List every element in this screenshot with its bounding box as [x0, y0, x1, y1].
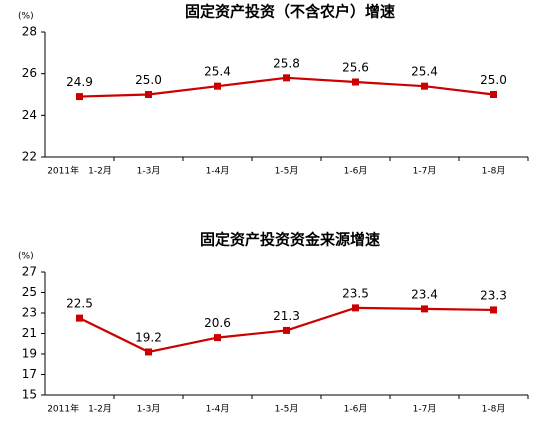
- y-tick-label: 28: [22, 25, 37, 39]
- x-tick-label: 1-4月: [206, 404, 230, 415]
- x-tick-label: 2011年 1-2月: [47, 165, 112, 177]
- data-label: 25.6: [342, 61, 369, 75]
- y-tick-label: 19: [22, 347, 37, 361]
- y-tick-label: 15: [22, 388, 37, 402]
- point-marker: [352, 78, 359, 86]
- point-marker: [490, 306, 497, 314]
- data-label: 25.0: [480, 73, 507, 87]
- x-tick-label: 1-8月: [482, 404, 506, 415]
- x-tick-label: 1-3月: [137, 166, 161, 177]
- point-marker: [421, 82, 428, 90]
- x-tick-label: 1-6月: [344, 166, 368, 177]
- data-label: 21.3: [273, 309, 300, 323]
- x-tick-label: 1-5月: [275, 166, 299, 177]
- point-marker: [214, 334, 221, 342]
- point-marker: [145, 91, 152, 98]
- data-label: 24.9: [66, 75, 93, 89]
- chart-title: 固定资产投资资金来源增速: [200, 231, 380, 249]
- data-label: 25.0: [135, 73, 162, 87]
- chart-title: 固定资产投资（不含农户）增速: [185, 3, 395, 21]
- data-label: 25.4: [411, 65, 438, 79]
- y-tick-label: 22: [22, 150, 37, 164]
- point-marker: [352, 304, 359, 312]
- point-marker: [490, 91, 497, 98]
- point-marker: [421, 305, 428, 313]
- x-tick-label: 1-3月: [137, 404, 161, 415]
- data-label: 25.4: [204, 65, 231, 79]
- point-marker: [145, 348, 152, 356]
- data-label: 23.5: [342, 286, 369, 300]
- x-tick-label: 1-6月: [344, 404, 368, 415]
- x-tick-label: 1-8月: [482, 166, 506, 177]
- data-label: 22.5: [66, 297, 93, 311]
- x-tick-label: 1-4月: [206, 166, 230, 177]
- y-tick-label: 21: [22, 326, 37, 340]
- point-marker: [76, 93, 83, 101]
- point-marker: [76, 314, 83, 322]
- data-label: 19.2: [135, 330, 162, 344]
- y-unit: (%): [18, 252, 34, 262]
- y-unit: (%): [18, 12, 34, 22]
- x-tick-label: 1-7月: [413, 404, 437, 415]
- x-tick-label: 1-7月: [413, 166, 437, 177]
- y-tick-label: 25: [22, 285, 37, 299]
- y-tick-label: 17: [22, 367, 37, 381]
- y-tick-label: 26: [22, 66, 37, 80]
- y-tick-label: 27: [22, 265, 37, 279]
- x-tick-label: 1-5月: [275, 404, 299, 415]
- data-label: 20.6: [204, 316, 231, 330]
- point-marker: [214, 82, 221, 90]
- y-tick-label: 24: [22, 108, 37, 122]
- data-label: 23.3: [480, 288, 507, 302]
- point-marker: [283, 74, 290, 82]
- point-marker: [283, 326, 290, 334]
- y-tick-label: 23: [22, 306, 37, 320]
- data-label: 25.8: [273, 56, 300, 70]
- x-tick-label: 2011年 1-2月: [47, 403, 112, 415]
- data-label: 23.4: [411, 287, 438, 301]
